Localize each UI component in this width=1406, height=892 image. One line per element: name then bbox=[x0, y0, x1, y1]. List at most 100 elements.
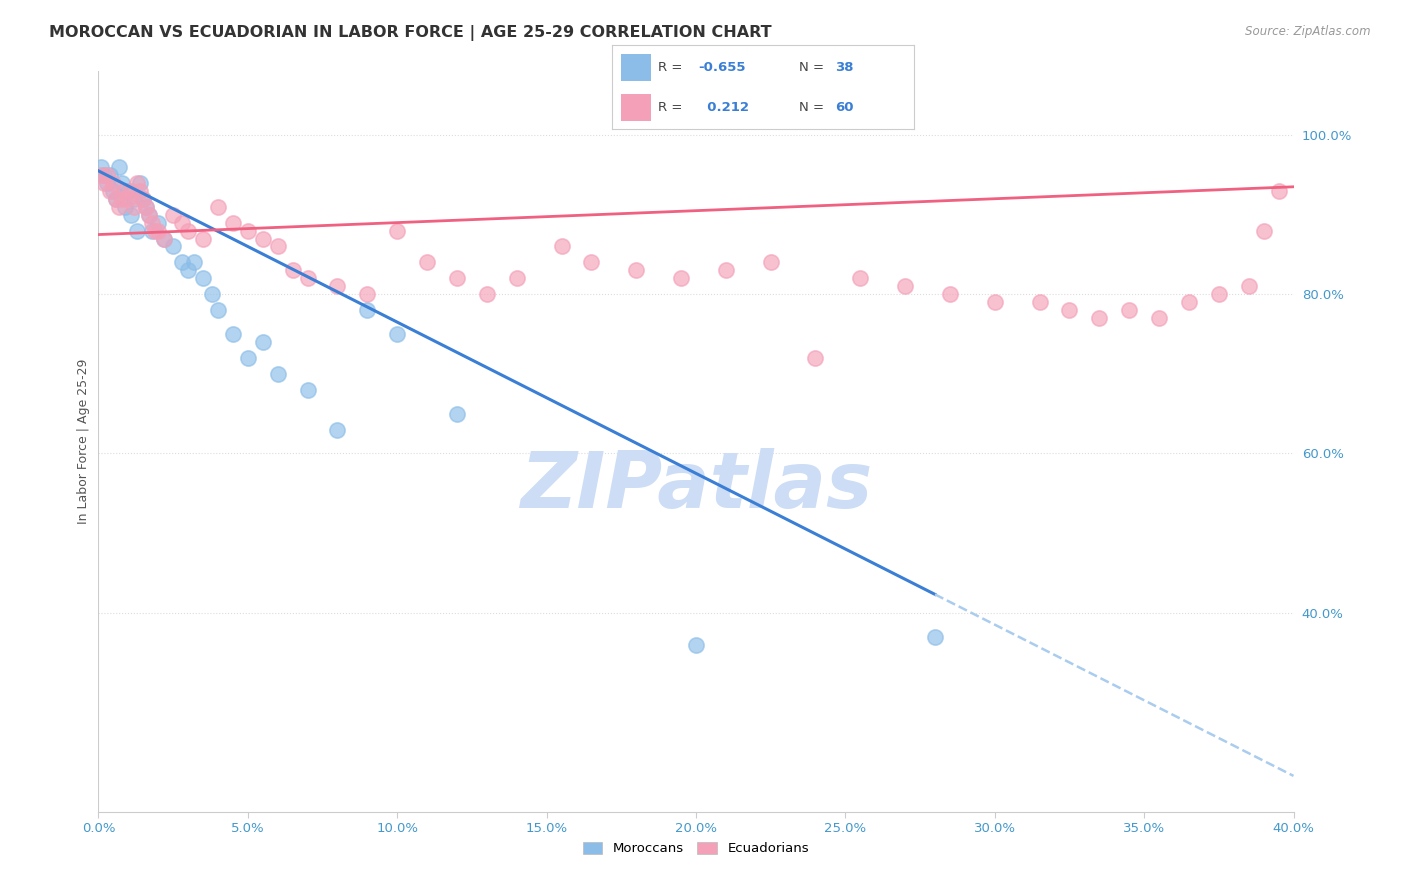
Point bbox=[236, 223, 259, 237]
Point bbox=[148, 216, 170, 230]
Point bbox=[111, 176, 134, 190]
Point bbox=[416, 255, 439, 269]
Point bbox=[132, 192, 155, 206]
Point bbox=[385, 223, 409, 237]
Point bbox=[267, 367, 290, 381]
Point bbox=[117, 184, 139, 198]
Point bbox=[124, 192, 146, 206]
Point bbox=[506, 271, 529, 285]
Point bbox=[105, 192, 128, 206]
Point bbox=[138, 208, 160, 222]
Point bbox=[1267, 184, 1289, 198]
Point bbox=[135, 200, 157, 214]
Point bbox=[162, 239, 184, 253]
Point bbox=[236, 351, 259, 365]
Bar bbox=[620, 54, 651, 81]
Point bbox=[297, 271, 319, 285]
Point bbox=[103, 176, 125, 190]
Point bbox=[96, 176, 118, 190]
Point bbox=[191, 231, 214, 245]
Text: N =: N = bbox=[799, 61, 828, 74]
Point bbox=[759, 255, 782, 269]
Point bbox=[98, 184, 122, 198]
Text: 60: 60 bbox=[835, 101, 853, 114]
Point bbox=[326, 279, 349, 293]
Point bbox=[153, 231, 176, 245]
Point bbox=[191, 271, 214, 285]
Point bbox=[385, 327, 409, 342]
Point bbox=[120, 184, 142, 198]
Point bbox=[207, 200, 229, 214]
Point bbox=[111, 192, 134, 206]
Point bbox=[108, 160, 131, 174]
Point bbox=[103, 184, 125, 198]
Point bbox=[1059, 303, 1081, 318]
Point bbox=[132, 192, 155, 206]
Point bbox=[172, 216, 194, 230]
Point bbox=[297, 383, 319, 397]
Point bbox=[475, 287, 498, 301]
Point bbox=[1237, 279, 1260, 293]
Point bbox=[267, 239, 290, 253]
Point bbox=[281, 263, 304, 277]
Point bbox=[252, 231, 274, 245]
Point bbox=[326, 423, 349, 437]
Point bbox=[1253, 223, 1275, 237]
Text: -0.655: -0.655 bbox=[697, 61, 745, 74]
Point bbox=[1088, 311, 1111, 326]
Point bbox=[849, 271, 872, 285]
Legend: Moroccans, Ecuadorians: Moroccans, Ecuadorians bbox=[578, 837, 814, 861]
Text: MOROCCAN VS ECUADORIAN IN LABOR FORCE | AGE 25-29 CORRELATION CHART: MOROCCAN VS ECUADORIAN IN LABOR FORCE | … bbox=[49, 25, 772, 41]
Point bbox=[127, 223, 149, 237]
Point bbox=[669, 271, 692, 285]
Text: ZIPatlas: ZIPatlas bbox=[520, 448, 872, 524]
Point bbox=[98, 168, 122, 182]
Point bbox=[924, 630, 946, 644]
Point bbox=[127, 176, 149, 190]
Point bbox=[183, 255, 205, 269]
Point bbox=[143, 223, 166, 237]
Point bbox=[162, 208, 184, 222]
Point bbox=[201, 287, 224, 301]
Point bbox=[446, 407, 468, 421]
Text: N =: N = bbox=[799, 101, 828, 114]
Text: 38: 38 bbox=[835, 61, 853, 74]
Point bbox=[804, 351, 827, 365]
Point bbox=[550, 239, 572, 253]
Point bbox=[135, 200, 157, 214]
Point bbox=[984, 295, 1007, 310]
Point bbox=[114, 200, 136, 214]
Point bbox=[714, 263, 737, 277]
Point bbox=[252, 334, 274, 349]
Text: R =: R = bbox=[658, 101, 688, 114]
Point bbox=[148, 223, 170, 237]
Point bbox=[1028, 295, 1050, 310]
Point bbox=[138, 208, 160, 222]
Point bbox=[93, 168, 115, 182]
Point bbox=[222, 216, 245, 230]
Point bbox=[120, 208, 142, 222]
Y-axis label: In Labor Force | Age 25-29: In Labor Force | Age 25-29 bbox=[77, 359, 90, 524]
Point bbox=[1147, 311, 1170, 326]
Point bbox=[117, 192, 139, 206]
Point bbox=[141, 216, 163, 230]
Point bbox=[894, 279, 917, 293]
Point bbox=[939, 287, 962, 301]
Point bbox=[446, 271, 468, 285]
Point bbox=[685, 638, 707, 652]
Point bbox=[356, 303, 378, 318]
Point bbox=[141, 223, 163, 237]
Point bbox=[114, 184, 136, 198]
Point bbox=[1178, 295, 1201, 310]
Point bbox=[207, 303, 229, 318]
Text: 0.212: 0.212 bbox=[697, 101, 749, 114]
Point bbox=[108, 200, 131, 214]
Point bbox=[172, 255, 194, 269]
Text: Source: ZipAtlas.com: Source: ZipAtlas.com bbox=[1246, 25, 1371, 38]
Point bbox=[1118, 303, 1140, 318]
Point bbox=[356, 287, 378, 301]
Bar bbox=[620, 94, 651, 120]
Point bbox=[93, 176, 115, 190]
Point bbox=[105, 192, 128, 206]
Point bbox=[129, 184, 152, 198]
